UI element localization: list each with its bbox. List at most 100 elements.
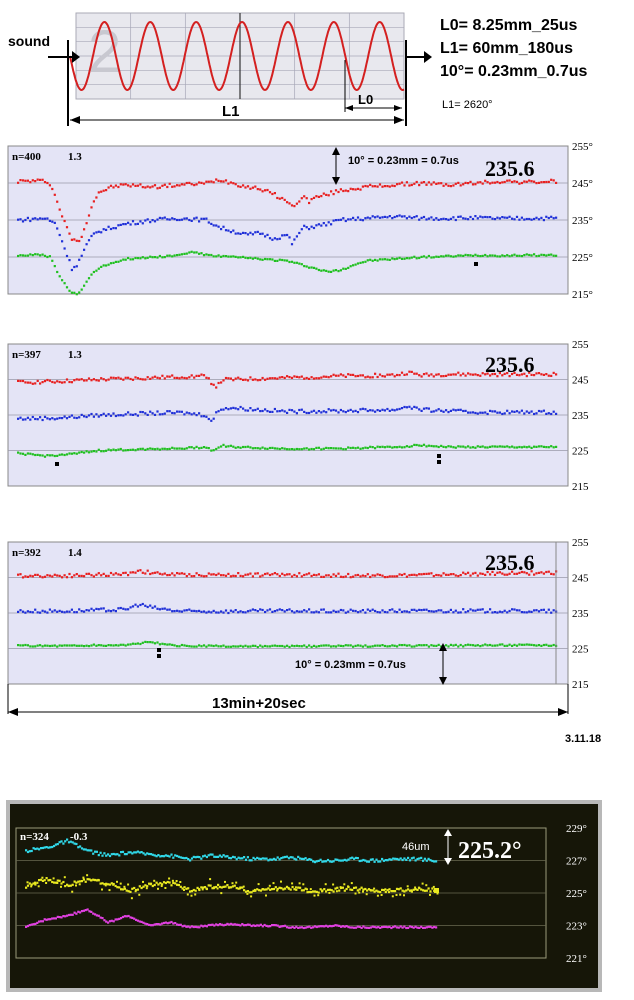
data-point	[511, 180, 514, 184]
data-point	[325, 890, 328, 893]
data-point	[303, 377, 306, 380]
data-point	[78, 574, 81, 577]
data-point	[122, 414, 125, 417]
data-point	[124, 223, 127, 226]
data-point	[109, 414, 113, 417]
data-point	[205, 611, 208, 614]
data-point	[338, 924, 341, 927]
data-point	[469, 373, 472, 376]
data-point	[185, 644, 188, 647]
data-point	[498, 610, 501, 613]
data-point	[237, 232, 240, 235]
data-point	[442, 611, 445, 614]
data-point	[92, 575, 95, 578]
data-point	[61, 240, 64, 243]
data-point	[371, 215, 374, 218]
data-point	[515, 215, 519, 218]
data-point	[435, 445, 438, 448]
data-point	[298, 645, 301, 648]
data-point	[555, 216, 558, 219]
data-point	[528, 217, 531, 221]
data-point	[354, 892, 357, 895]
data-point	[281, 644, 284, 648]
data-point	[265, 894, 267, 897]
data-point	[53, 917, 56, 920]
data-point	[269, 858, 272, 861]
data-point	[425, 926, 428, 929]
data-point	[180, 447, 183, 450]
data-point	[19, 218, 22, 221]
data-point	[349, 218, 352, 221]
data-point	[403, 572, 406, 576]
data-point	[315, 195, 318, 198]
data-point	[56, 270, 59, 274]
data-point	[420, 375, 423, 378]
data-point	[382, 889, 385, 892]
data-point	[436, 892, 439, 895]
data-point	[90, 379, 93, 382]
data-point	[410, 573, 413, 576]
data-point	[325, 574, 328, 577]
data-point	[112, 852, 115, 856]
data-point	[222, 443, 225, 446]
data-point	[125, 915, 128, 918]
data-point	[486, 181, 489, 184]
data-point	[92, 878, 95, 881]
data-point	[114, 449, 117, 452]
data-point	[315, 645, 318, 648]
data-point	[122, 607, 125, 610]
data-point	[340, 859, 343, 862]
data-point	[153, 256, 157, 259]
data-point	[442, 410, 445, 413]
data-point	[185, 411, 188, 414]
data-point	[251, 575, 254, 578]
data-point	[300, 263, 303, 266]
data-point	[63, 415, 66, 418]
data-point	[229, 255, 232, 258]
data-point	[61, 417, 64, 420]
data-point	[310, 645, 313, 649]
y-tick-label: 227°	[566, 856, 587, 868]
data-point	[34, 217, 37, 220]
data-point	[195, 610, 198, 613]
data-point	[141, 378, 144, 381]
data-point	[207, 854, 210, 857]
data-point	[427, 887, 430, 890]
data-point	[298, 610, 301, 613]
data-point	[114, 227, 117, 230]
data-point	[193, 217, 196, 220]
data-point	[168, 643, 171, 646]
data-point	[366, 889, 369, 892]
data-point	[107, 448, 110, 451]
data-point	[464, 374, 467, 377]
data-point	[80, 910, 84, 913]
data-point	[479, 608, 482, 611]
data-point	[207, 572, 210, 575]
data-point	[189, 926, 192, 929]
data-point	[361, 185, 364, 188]
data-point	[408, 925, 412, 928]
data-point	[195, 251, 198, 254]
data-point	[29, 452, 32, 455]
data-point	[136, 184, 139, 187]
data-point	[136, 257, 139, 260]
data-point	[422, 889, 425, 892]
data-point	[413, 182, 416, 185]
data-point	[171, 374, 174, 377]
data-point	[56, 227, 59, 230]
data-point	[359, 218, 362, 221]
data-point	[364, 408, 367, 411]
data-point	[190, 446, 193, 449]
data-point	[415, 372, 418, 375]
data-point	[506, 445, 509, 448]
data-point	[187, 887, 190, 890]
data-point	[393, 258, 396, 261]
data-point	[53, 644, 56, 647]
data-point	[149, 924, 153, 927]
l0-arrow-right	[394, 105, 402, 111]
y-tick-label: 255°	[572, 141, 593, 153]
data-point	[268, 446, 272, 450]
data-point	[399, 887, 402, 890]
data-point	[284, 855, 287, 859]
data-point	[119, 414, 122, 417]
